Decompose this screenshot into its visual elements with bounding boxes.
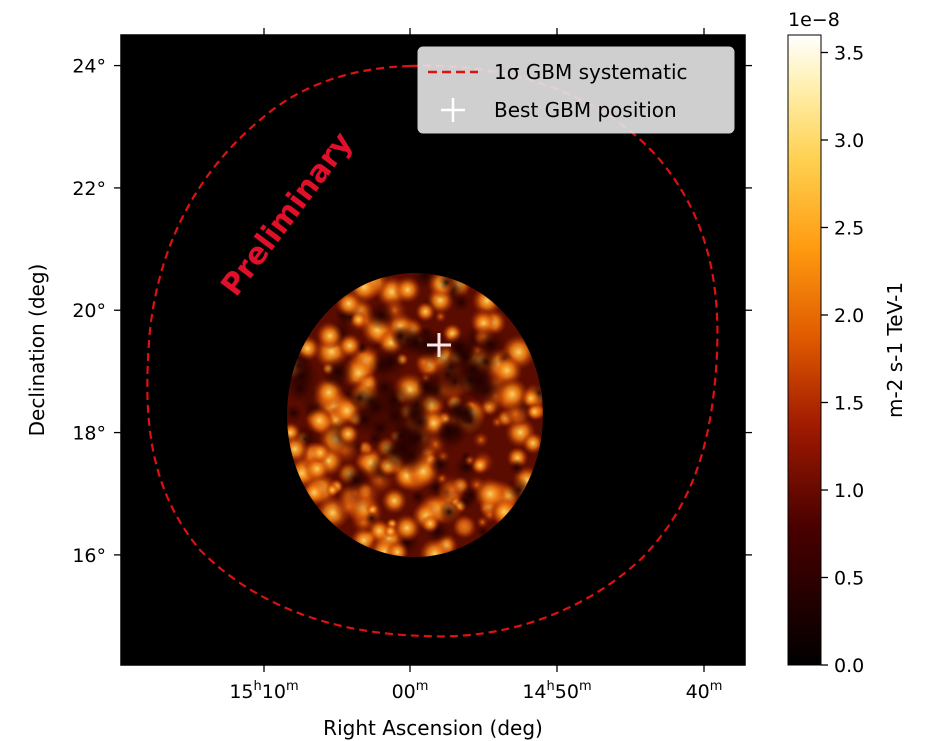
flux-blob bbox=[495, 377, 529, 411]
colorbar bbox=[787, 34, 822, 666]
systematic-circle bbox=[146, 64, 719, 638]
legend-plus-swatch bbox=[441, 98, 465, 122]
flux-blob bbox=[415, 301, 436, 322]
flux-map bbox=[287, 273, 543, 557]
x-tick-label: 14h50m bbox=[522, 679, 591, 703]
y-tick-label: 16° bbox=[72, 545, 106, 567]
colorbar-ticks: 0.0 0.5 1.0 1.5 2.0 2.5 3.0 3.5 bbox=[821, 43, 864, 677]
flux-blob bbox=[287, 403, 304, 423]
y-axis-label: Declination (deg) bbox=[25, 264, 49, 437]
colorbar-tick-label: 0.5 bbox=[834, 568, 864, 590]
colorbar-tick-label: 1.0 bbox=[834, 480, 864, 502]
flux-blob bbox=[525, 403, 543, 421]
flux-blob bbox=[334, 491, 365, 522]
flux-blob-dark bbox=[428, 453, 452, 477]
flux-blob bbox=[508, 459, 525, 475]
flux-blob bbox=[475, 515, 489, 529]
legend-entry-systematic: 1σ GBM systematic bbox=[494, 60, 688, 84]
flux-blob bbox=[394, 276, 422, 304]
flux-blob bbox=[437, 500, 461, 524]
y-tick-label: 22° bbox=[72, 178, 106, 200]
flux-blob-dark bbox=[354, 384, 389, 419]
colorbar-tick-label: 1.5 bbox=[834, 393, 864, 415]
colorbar-tick-label: 3.0 bbox=[834, 130, 864, 152]
flux-blob bbox=[366, 300, 397, 331]
flux-blob bbox=[420, 514, 440, 534]
legend: 1σ GBM systematic Best GBM position bbox=[417, 46, 735, 134]
flux-blob bbox=[472, 431, 490, 449]
flux-blob bbox=[410, 489, 426, 505]
flux-blob bbox=[337, 333, 362, 358]
flux-blob bbox=[381, 487, 408, 514]
x-tick-label: 40m bbox=[686, 679, 723, 703]
flux-blob bbox=[360, 442, 375, 457]
flux-blob bbox=[392, 513, 422, 543]
x-axis-label: Right Ascension (deg) bbox=[323, 716, 543, 740]
flux-blob bbox=[364, 511, 379, 526]
flux-blob bbox=[325, 483, 340, 497]
flux-blob bbox=[316, 322, 344, 350]
colorbar-tick-label: 2.5 bbox=[834, 218, 864, 240]
flux-blob-dark bbox=[445, 333, 473, 361]
x-tick-label: 15h10m bbox=[229, 679, 298, 703]
flux-blob bbox=[309, 441, 332, 464]
flux-blob-dark bbox=[389, 325, 411, 347]
flux-blob bbox=[521, 431, 543, 455]
flux-blob-dark bbox=[437, 419, 460, 442]
colorbar-tick-label: 0.0 bbox=[834, 655, 864, 677]
y-tick-label: 20° bbox=[72, 300, 106, 322]
flux-blob bbox=[383, 524, 398, 539]
best-position-marker bbox=[427, 333, 451, 357]
flux-blob bbox=[321, 355, 355, 389]
x-axis: 15h10m 00m 14h50m 40m bbox=[229, 28, 722, 703]
colorbar-tick-label: 2.0 bbox=[834, 305, 864, 327]
colorbar-tick-label: 3.5 bbox=[834, 43, 864, 65]
colorbar-label: m-2 s-1 TeV-1 bbox=[883, 282, 907, 418]
flux-blob-dark bbox=[397, 418, 438, 459]
flux-blob-dark bbox=[460, 356, 486, 382]
flux-blob bbox=[463, 454, 477, 467]
legend-entry-best-position: Best GBM position bbox=[494, 98, 677, 122]
flux-blob bbox=[418, 537, 451, 557]
flux-blob-dark bbox=[441, 368, 468, 395]
y-tick-label: 24° bbox=[72, 56, 106, 78]
flux-blob bbox=[453, 515, 475, 537]
flux-blob bbox=[451, 292, 471, 313]
y-axis: 24° 22° 20° 18° 16° bbox=[72, 56, 752, 567]
x-tick-label: 00m bbox=[392, 679, 429, 703]
flux-blob bbox=[385, 540, 409, 557]
flux-blob bbox=[473, 477, 507, 511]
colorbar-offset-text: 1e−8 bbox=[788, 9, 840, 31]
flux-blob bbox=[305, 406, 334, 435]
flux-blob-dark bbox=[455, 402, 476, 424]
y-tick-label: 18° bbox=[72, 423, 106, 445]
flux-blob-dark bbox=[401, 389, 433, 421]
